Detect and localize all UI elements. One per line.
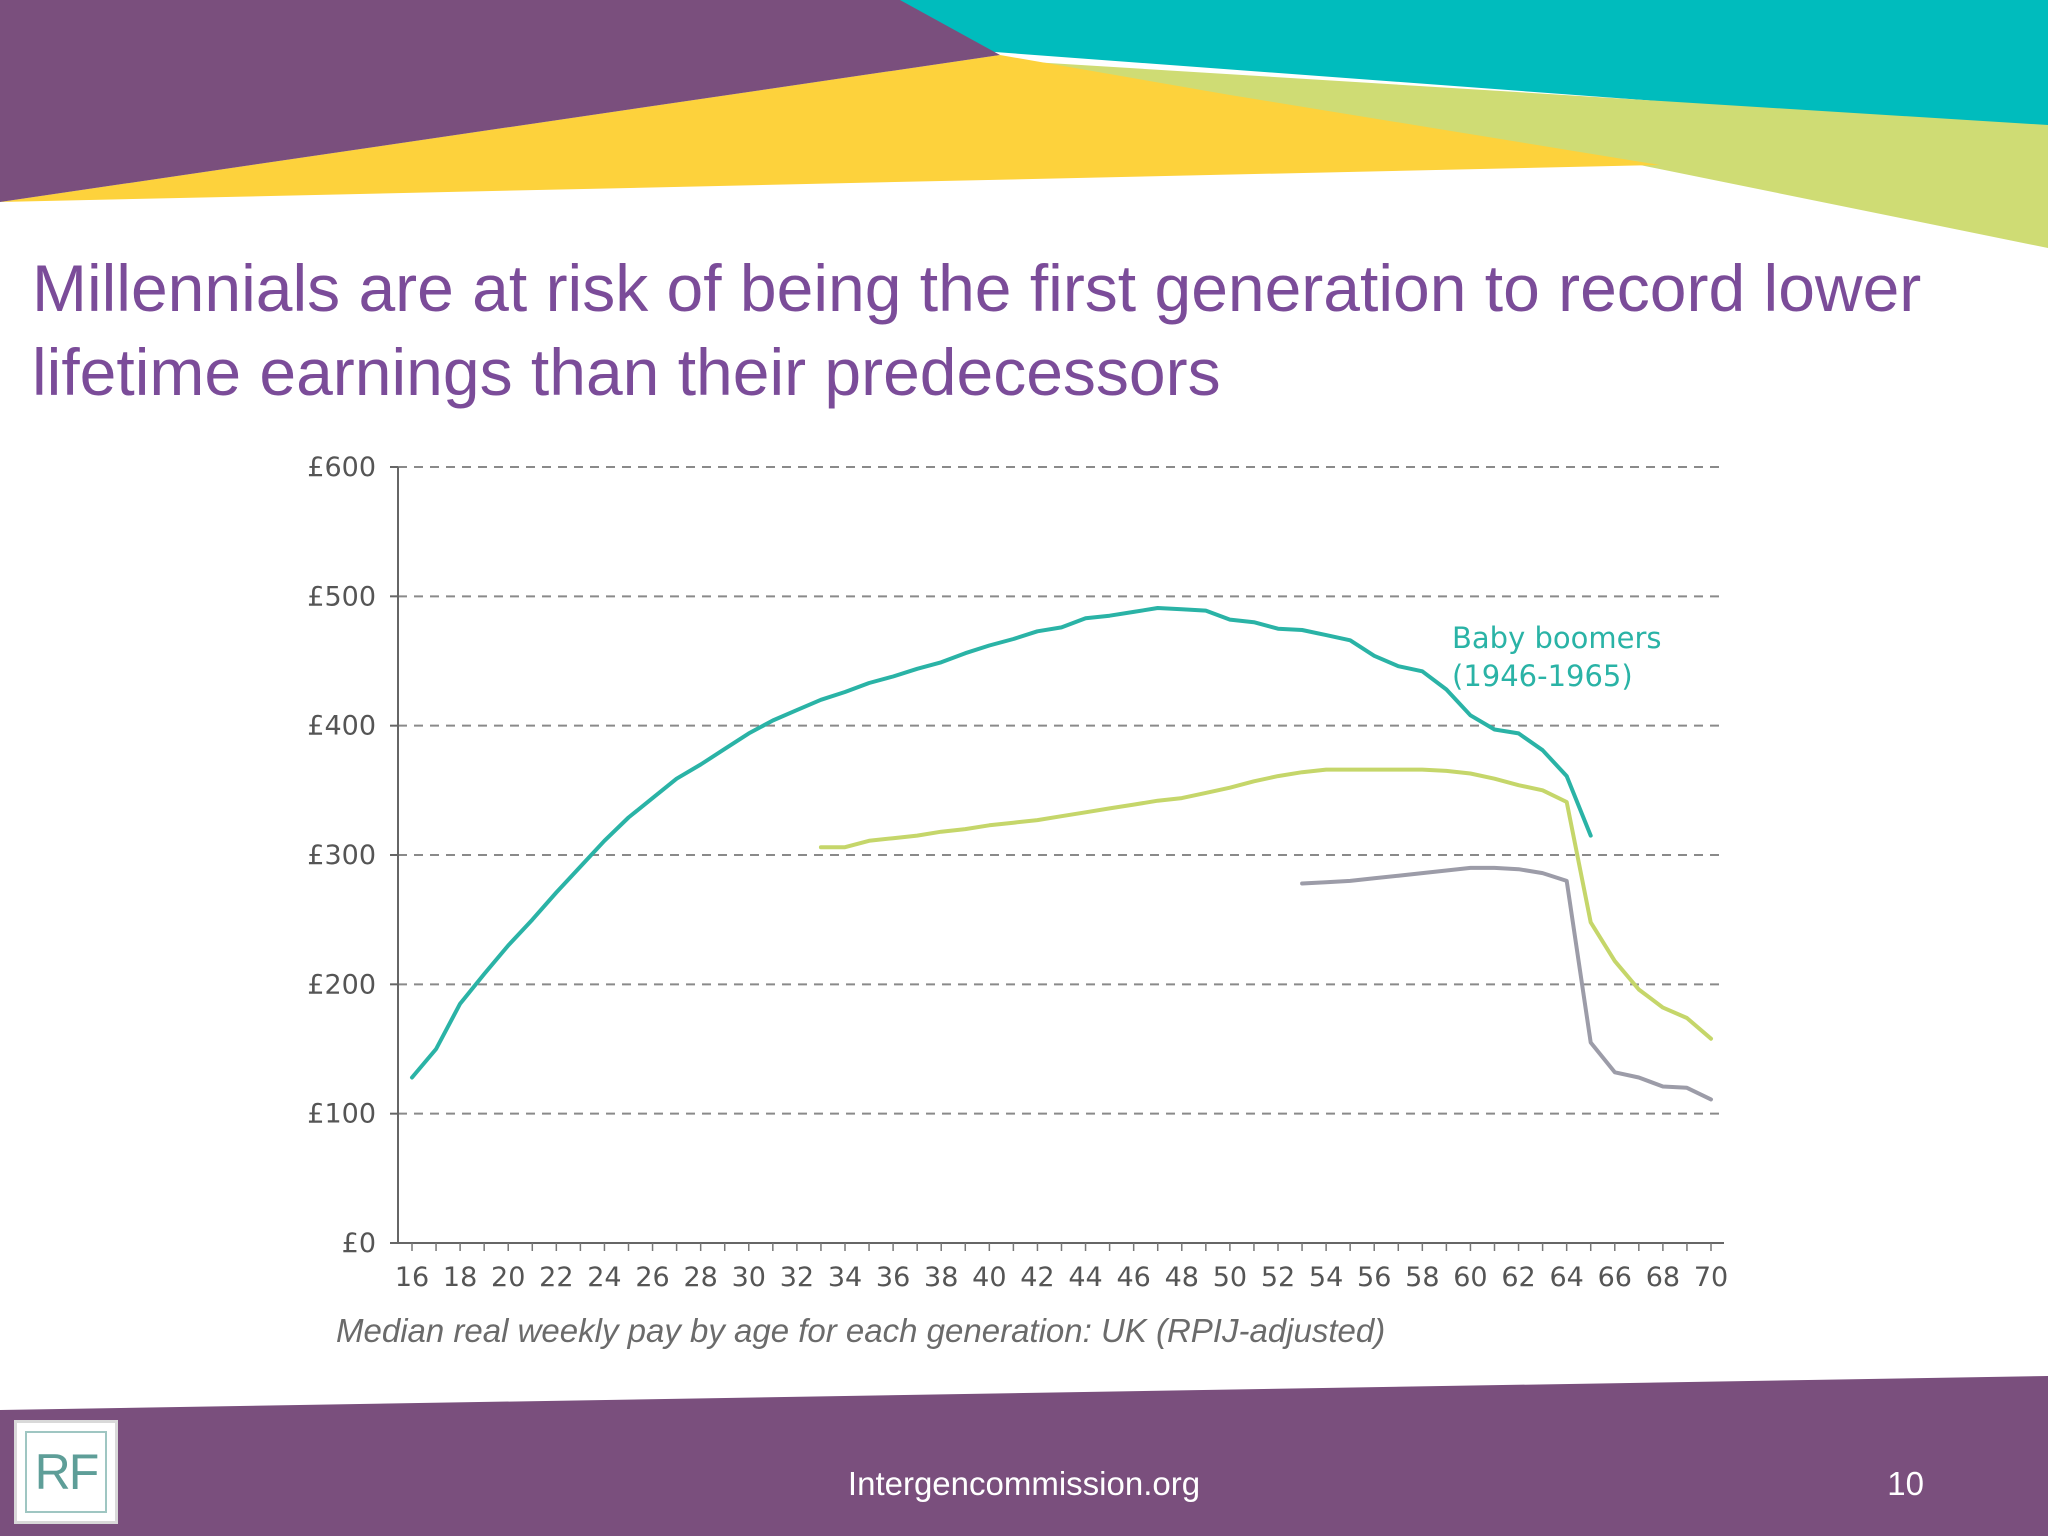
- slide-title: Millennials are at risk of being the fir…: [32, 251, 1922, 409]
- y-tick-label: £500: [307, 581, 376, 612]
- series-line-1: [818, 767, 1713, 1041]
- x-tick-label: 58: [1405, 1262, 1439, 1293]
- x-tick-label: 64: [1549, 1262, 1583, 1293]
- banner-yellow-shape: [0, 55, 1660, 202]
- x-tick-label: 44: [1068, 1262, 1102, 1293]
- x-tick-label: 34: [828, 1262, 862, 1293]
- x-axis-ticks: 16 18 20 22 24 26 28 30 32 34 36 38 40 42 44 46 48 50 52 54…: [395, 1243, 1728, 1293]
- x-tick-label: 66: [1598, 1262, 1632, 1293]
- x-tick-label: 40: [972, 1262, 1006, 1293]
- x-tick-label: 42: [1020, 1262, 1054, 1293]
- x-tick-label: 26: [635, 1262, 669, 1293]
- x-tick-label: 30: [732, 1262, 766, 1293]
- header-banner: [0, 0, 2048, 260]
- x-tick-label: 54: [1309, 1262, 1343, 1293]
- footer-band: [0, 1376, 2048, 1536]
- x-tick-label: 50: [1213, 1262, 1247, 1293]
- x-tick-label: 18: [443, 1262, 477, 1293]
- banner-lime-shape: [1000, 60, 2048, 248]
- y-tick-label: £100: [307, 1099, 376, 1130]
- x-tick-label: 62: [1501, 1262, 1535, 1293]
- x-tick-label: 38: [924, 1262, 958, 1293]
- x-tick-label: 24: [587, 1262, 621, 1293]
- x-tick-label: 22: [539, 1262, 573, 1293]
- y-tick-label: £300: [307, 840, 376, 871]
- banner-purple-shape: [0, 0, 1000, 202]
- x-tick-label: 16: [395, 1262, 429, 1293]
- baby-boomers-label-line-2: (1946-1965): [1452, 659, 1633, 693]
- x-tick-label: 28: [683, 1262, 717, 1293]
- x-tick-label: 60: [1453, 1262, 1487, 1293]
- series-lines: [410, 606, 1713, 1102]
- y-tick-label: £200: [307, 969, 376, 1000]
- rf-logo-frame: RF: [25, 1431, 107, 1513]
- x-tick-label: 56: [1357, 1262, 1391, 1293]
- chart-caption: Median real weekly pay by age for each g…: [336, 1312, 1386, 1349]
- rf-logo-text: RF: [34, 1444, 100, 1500]
- rf-logo: RF: [14, 1420, 118, 1524]
- series-line-0: [410, 606, 1593, 1080]
- series-line-2: [1300, 865, 1713, 1102]
- x-tick-label: 32: [780, 1262, 814, 1293]
- x-tick-label: 70: [1694, 1262, 1728, 1293]
- x-tick-label: 46: [1116, 1262, 1150, 1293]
- footer-website-link[interactable]: Intergencommission.org: [847, 1465, 1201, 1502]
- footer-purple-shape: [0, 1376, 2048, 1536]
- grid-lines: [398, 466, 1724, 1115]
- y-tick-label: £0: [342, 1228, 376, 1259]
- x-tick-label: 20: [491, 1262, 525, 1293]
- x-tick-label: 36: [876, 1262, 910, 1293]
- x-tick-label: 52: [1261, 1262, 1295, 1293]
- baby-boomers-label-line-1: Baby boomers: [1452, 621, 1661, 655]
- page-number: 10: [1887, 1465, 1924, 1502]
- x-tick-label: 68: [1646, 1262, 1680, 1293]
- y-tick-label: £600: [307, 452, 376, 483]
- y-tick-label: £400: [307, 711, 376, 742]
- x-tick-label: 48: [1165, 1262, 1199, 1293]
- y-axis-ticks: £0 £100 £200 £300 £400 £500 £600: [307, 452, 398, 1259]
